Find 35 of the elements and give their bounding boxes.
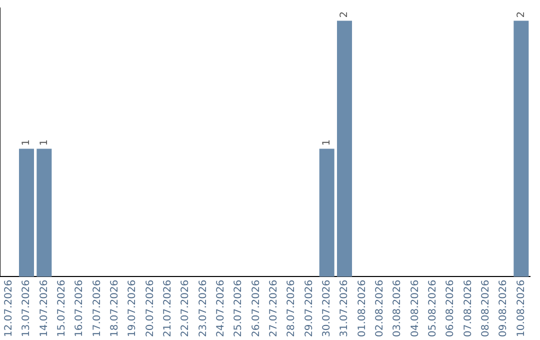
x-tick-label: 13.07.2026 [21,280,32,338]
x-tick-label: 02.08.2026 [374,280,386,338]
x-tick-label: 17.07.2026 [92,280,103,338]
x-tick-label: 25.07.2026 [233,280,244,338]
x-tick-label: 04.08.2026 [410,280,421,338]
x-tick-label: 18.07.2026 [109,280,120,338]
data-label: 1 [321,139,332,146]
x-tick-label: 21.07.2026 [162,280,174,338]
x-tick-label: 14.07.2026 [38,280,50,338]
x-tick-label: 06.08.2026 [445,280,456,338]
x-tick-label: 22.07.2026 [180,280,192,338]
x-tick-label: 20.07.2026 [144,280,156,338]
data-label: 2 [516,11,527,18]
x-tick-label: 16.07.2026 [74,280,86,338]
data-label: 2 [339,11,350,18]
x-tick-label: 23.07.2026 [198,280,209,338]
x-tick-label: 31.07.2026 [339,280,350,338]
x-tick-label: 09.08.2026 [498,280,510,338]
x-tick-label: 08.08.2026 [480,280,492,338]
x-tick-label: 12.07.2026 [3,280,14,338]
x-tick-label: 01.08.2026 [356,280,368,338]
x-tick-label: 19.07.2026 [127,280,138,338]
x-tick-label: 15.07.2026 [56,280,68,338]
x-tick-label: 27.07.2026 [268,280,280,338]
x-tick-label: 30.07.2026 [321,280,332,338]
x-tick-label: 07.08.2026 [462,280,474,338]
x-tick-label: 26.07.2026 [250,280,262,338]
x-tick-label: 03.08.2026 [392,280,404,338]
x-tick-label: 05.08.2026 [427,280,438,338]
data-label: 1 [38,139,50,146]
x-tick-label: 24.07.2026 [215,280,226,338]
x-tick-label: 10.08.2026 [516,280,527,338]
data-label: 1 [21,139,32,146]
x-tick-label: 29.07.2026 [304,280,315,338]
x-tick-label: 28.07.2026 [286,280,298,338]
